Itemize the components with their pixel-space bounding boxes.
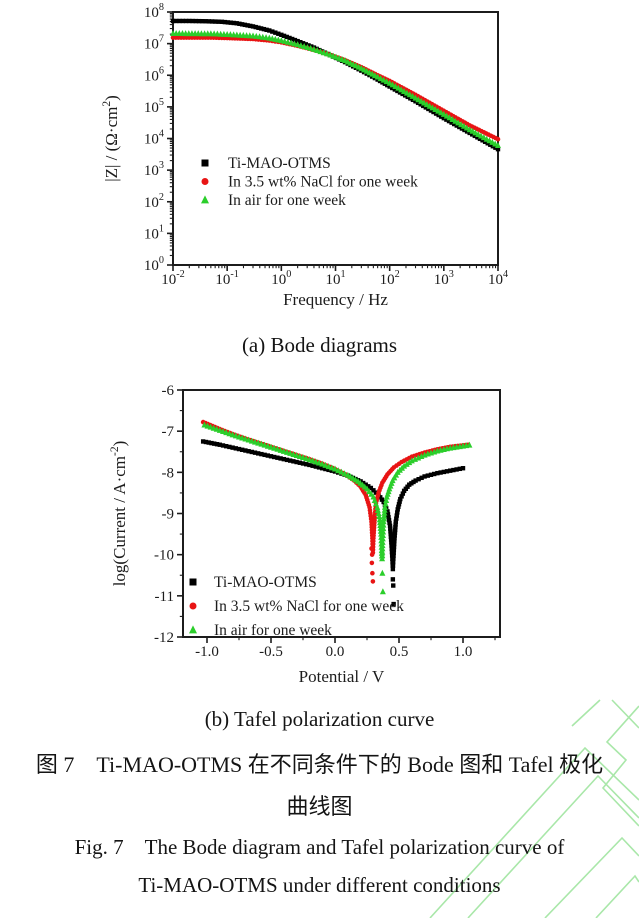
svg-text:103: 103: [144, 160, 164, 179]
tafel-series-2: [201, 421, 473, 595]
tafel-legend-label-1: In 3.5 wt% NaCl for one week: [214, 598, 404, 615]
figure-caption-english-line2: Ti-MAO-OTMS under different conditions: [138, 873, 501, 897]
svg-text:108: 108: [144, 2, 164, 21]
bode-series-2: [170, 29, 501, 149]
caption-tafel: (b) Tafel polarization curve: [204, 707, 435, 731]
svg-text:100: 100: [271, 269, 291, 288]
caption-bode: (a) Bode diagrams: [241, 333, 398, 357]
svg-text:107: 107: [144, 34, 164, 53]
svg-text:101: 101: [325, 269, 345, 288]
svg-text:10-1: 10-1: [215, 269, 239, 288]
bode-y-axis-label: |Z| / (Ω·cm2): [101, 95, 121, 182]
svg-text:100: 100: [144, 255, 164, 274]
bode-legend-label-1: In 3.5 wt% NaCl for one week: [228, 174, 418, 191]
svg-text:104: 104: [144, 129, 164, 148]
svg-text:105: 105: [144, 97, 164, 116]
tafel-y-axis-label: log(Current / A·cm-2): [109, 441, 129, 587]
tafel-legend-label-2: In air for one week: [214, 622, 332, 639]
figure-caption-english-line1: Fig. 7 The Bode diagram and Tafel polari…: [74, 835, 565, 859]
bode-x-axis-label: Frequency / Hz: [283, 290, 388, 309]
svg-text:0.0: 0.0: [326, 644, 345, 660]
bode-legend-label-2: In air for one week: [228, 192, 346, 209]
svg-text:-8: -8: [162, 465, 175, 481]
figure-caption-chinese-line2: 曲线图: [286, 794, 353, 819]
svg-text:101: 101: [144, 223, 164, 242]
tafel-axes: -1.0 -0.5 0.0 0.5 1.0 -6 -7 -8 -9 -10 -11 -12 Potent…: [109, 383, 501, 686]
svg-text:106: 106: [144, 65, 164, 84]
tafel-legend: Ti-MAO-OTMS In 3.5 wt% NaCl for one week I…: [189, 574, 404, 639]
svg-text:-9: -9: [162, 507, 175, 523]
bode-chart-svg: 10-2 10-1 100 101 102 103 104 100 101 102 103 104 10…: [101, 2, 508, 309]
svg-text:-6: -6: [162, 383, 175, 399]
svg-text:-1.0: -1.0: [195, 644, 219, 660]
bode-legend-label-0: Ti-MAO-OTMS: [228, 155, 331, 172]
svg-text:-7: -7: [162, 424, 175, 440]
svg-text:-0.5: -0.5: [259, 644, 283, 660]
bode-axes: 10-2 10-1 100 101 102 103 104 100 101 102 103 104 10…: [101, 2, 508, 309]
svg-text:104: 104: [488, 269, 508, 288]
svg-text:-11: -11: [155, 589, 174, 605]
svg-text:-10: -10: [154, 548, 174, 564]
svg-text:102: 102: [380, 269, 400, 288]
svg-text:-12: -12: [154, 630, 174, 646]
bode-legend: Ti-MAO-OTMS In 3.5 wt% NaCl for one weekI…: [201, 155, 418, 209]
figure-caption-chinese-line1: 图 7 Ti-MAO-OTMS 在不同条件下的 Bode 图和 Tafel 极化: [35, 752, 604, 777]
tafel-chart-svg: -1.0 -0.5 0.0 0.5 1.0 -6 -7 -8 -9 -10 -11 -12 Potent…: [109, 383, 501, 686]
svg-text:1.0: 1.0: [454, 644, 473, 660]
svg-text:0.5: 0.5: [390, 644, 409, 660]
svg-text:103: 103: [434, 269, 454, 288]
svg-text:102: 102: [144, 192, 164, 211]
tafel-x-axis-label: Potential / V: [299, 667, 385, 686]
tafel-series-1: [200, 419, 471, 584]
tafel-legend-label-0: Ti-MAO-OTMS: [214, 574, 317, 591]
svg-text:10-2: 10-2: [161, 269, 185, 288]
